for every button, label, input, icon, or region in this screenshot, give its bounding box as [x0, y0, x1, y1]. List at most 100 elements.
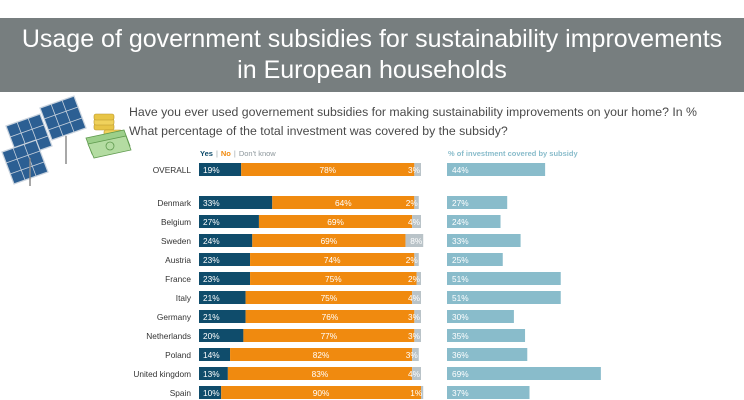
category-label: France [165, 274, 191, 284]
bar-covered [447, 329, 526, 342]
bar-no [250, 253, 415, 266]
bar-covered [447, 253, 503, 266]
bar-no [230, 348, 413, 361]
data-label-yes: 10% [203, 388, 220, 398]
chart-title-line-1: Usage of government subsidies for sustai… [21, 25, 723, 53]
category-label: Belgium [161, 217, 191, 227]
bar-dont-know [416, 272, 421, 285]
chart-row: Sweden 24% 69% 8% 33% [161, 234, 521, 247]
bar-dont-know [421, 386, 424, 399]
category-label: Austria [165, 255, 191, 265]
bar-yes [199, 234, 253, 247]
data-label-dont-know: 3% [408, 165, 421, 175]
bar-yes [199, 163, 242, 176]
data-label-covered: 69% [452, 369, 469, 379]
chart-row: Netherlands 20% 77% 3% 35% [146, 329, 526, 342]
data-label-no: 75% [325, 274, 342, 284]
bar-covered [447, 272, 561, 285]
data-label-no: 78% [319, 165, 336, 175]
bar-no [252, 234, 406, 247]
bar-no [227, 367, 413, 380]
bar-dont-know [414, 253, 419, 266]
solar-panels-money-illustration [1, 95, 132, 186]
category-label: Poland [165, 350, 191, 360]
chart-row: Italy 21% 75% 4% 51% [176, 291, 561, 304]
bar-dont-know [405, 234, 424, 247]
legend-yes: Yes [200, 149, 213, 158]
bar-dont-know [412, 291, 421, 304]
data-label-yes: 23% [203, 255, 220, 265]
bar-dont-know [412, 215, 421, 228]
data-label-no: 90% [313, 388, 330, 398]
data-label-no: 75% [321, 293, 338, 303]
category-label: OVERALL [153, 165, 192, 175]
data-label-covered: 33% [452, 236, 469, 246]
data-label-covered: 51% [452, 274, 469, 284]
data-label-no: 64% [335, 198, 352, 208]
bar-covered [447, 310, 514, 323]
category-label: Netherlands [146, 331, 191, 341]
covered-chart-title: % of investment covered by subsidy [448, 149, 578, 158]
bar-no [245, 310, 415, 323]
category-label: Denmark [157, 198, 192, 208]
bar-yes [199, 272, 251, 285]
chart-rows: OVERALL 19% 78% 3% 44% Denmark 33% 64% 2% 27% Belg… [133, 163, 601, 399]
data-label-no: 74% [324, 255, 341, 265]
data-label-dont-know: 2% [406, 198, 419, 208]
bar-no [272, 196, 415, 209]
data-label-covered: 44% [452, 165, 469, 175]
bar-yes [199, 329, 244, 342]
bar-no [243, 329, 415, 342]
legend-separator: | [234, 149, 236, 158]
data-label-no: 69% [321, 236, 338, 246]
data-label-no: 69% [327, 217, 344, 227]
bar-no [241, 163, 415, 176]
bar-yes [199, 215, 259, 228]
bar-covered [447, 348, 528, 361]
bar-dont-know [412, 348, 419, 361]
data-label-covered: 51% [452, 293, 469, 303]
bar-covered [447, 234, 521, 247]
chart-row: Austria 23% 74% 2% 25% [165, 253, 503, 266]
bar-no [250, 272, 417, 285]
question-2: What percentage of the total investment … [129, 124, 508, 138]
chart-row: Spain 10% 90% 1% 37% [170, 386, 530, 399]
data-label-yes: 20% [203, 331, 220, 341]
data-label-yes: 27% [203, 217, 220, 227]
data-label-yes: 13% [203, 369, 220, 379]
bar-dont-know [414, 310, 421, 323]
data-label-covered: 37% [452, 388, 469, 398]
bar-dont-know [412, 367, 421, 380]
bar-dont-know [414, 196, 419, 209]
data-label-yes: 33% [203, 198, 220, 208]
chart-row: Belgium 27% 69% 4% 24% [161, 215, 501, 228]
data-label-no: 83% [312, 369, 329, 379]
chart-row: United kingdom 13% 83% 4% 69% [133, 367, 601, 380]
category-label: United kingdom [133, 369, 191, 379]
data-label-no: 82% [313, 350, 330, 360]
bar-covered [447, 367, 601, 380]
data-label-yes: 19% [203, 165, 220, 175]
chart-row: Germany 21% 76% 3% 30% [157, 310, 514, 323]
data-label-dont-know: 4% [408, 369, 421, 379]
data-label-dont-know: 4% [408, 217, 421, 227]
data-label-covered: 25% [452, 255, 469, 265]
data-label-yes: 21% [203, 312, 220, 322]
data-label-dont-know: 3% [408, 312, 421, 322]
data-label-yes: 23% [203, 274, 220, 284]
question-1: Have you ever used governement subsidies… [129, 105, 697, 119]
bar-no [245, 291, 413, 304]
bar-yes [199, 253, 251, 266]
bar-yes [199, 348, 231, 361]
data-label-covered: 27% [452, 198, 469, 208]
bar-no [258, 215, 413, 228]
legend: Yes | No | Don't know [200, 149, 276, 158]
data-label-covered: 36% [452, 350, 469, 360]
banknotes-icon [85, 129, 132, 159]
data-label-yes: 14% [203, 350, 220, 360]
legend-separator: | [216, 149, 218, 158]
bar-covered [447, 196, 508, 209]
data-label-dont-know: 4% [408, 293, 421, 303]
bar-yes [199, 291, 246, 304]
chart-title-line-2: in European households [237, 56, 507, 84]
